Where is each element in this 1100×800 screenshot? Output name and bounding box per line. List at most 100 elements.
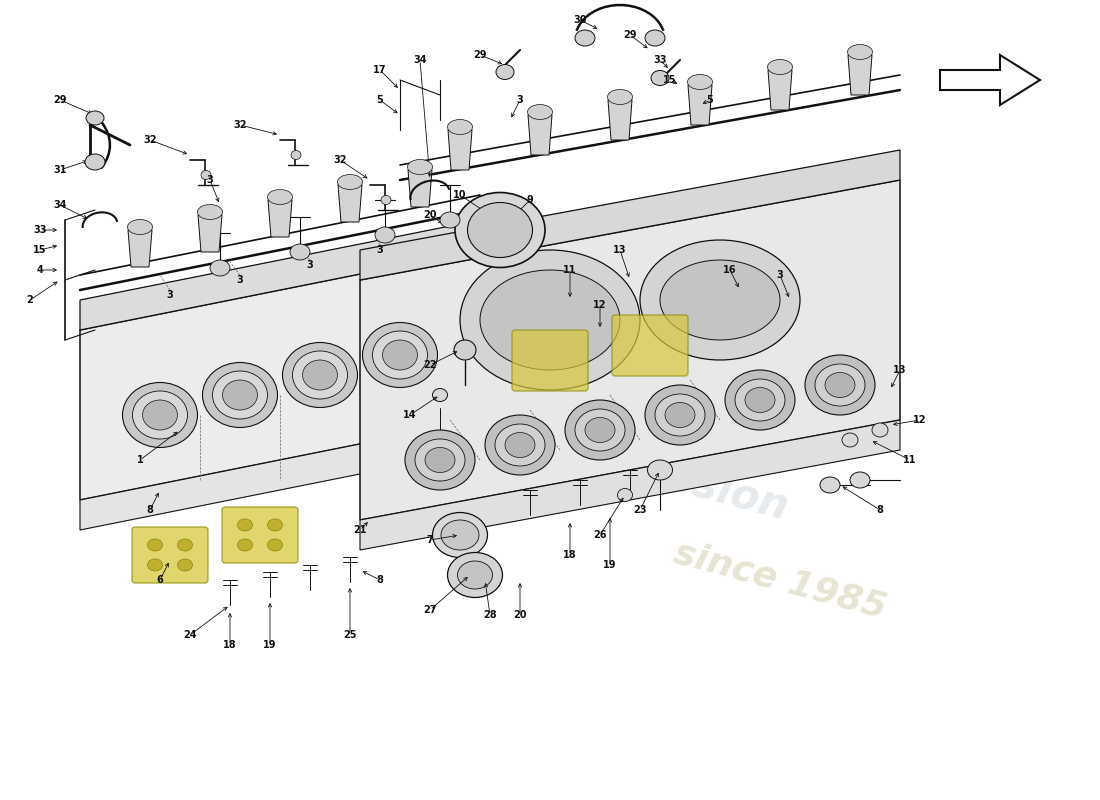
Text: 20: 20 xyxy=(424,210,437,220)
Ellipse shape xyxy=(415,439,465,481)
Ellipse shape xyxy=(302,360,338,390)
Ellipse shape xyxy=(201,170,211,179)
Ellipse shape xyxy=(425,447,455,473)
Ellipse shape xyxy=(575,409,625,451)
Polygon shape xyxy=(360,420,900,550)
Text: 17: 17 xyxy=(373,65,387,75)
Ellipse shape xyxy=(454,340,476,360)
Ellipse shape xyxy=(645,385,715,445)
Ellipse shape xyxy=(495,424,544,466)
Ellipse shape xyxy=(405,430,475,490)
Text: a passion: a passion xyxy=(568,431,793,529)
Ellipse shape xyxy=(441,520,478,550)
Ellipse shape xyxy=(645,30,665,46)
Ellipse shape xyxy=(768,59,792,74)
Text: 3: 3 xyxy=(207,175,213,185)
Ellipse shape xyxy=(448,553,503,598)
Ellipse shape xyxy=(132,391,187,439)
Text: 34: 34 xyxy=(414,55,427,65)
Ellipse shape xyxy=(177,559,192,571)
Ellipse shape xyxy=(290,244,310,260)
Text: 15: 15 xyxy=(33,245,46,255)
Ellipse shape xyxy=(212,371,267,419)
Text: 14: 14 xyxy=(404,410,417,420)
Text: 11: 11 xyxy=(903,455,916,465)
Ellipse shape xyxy=(825,373,855,398)
Ellipse shape xyxy=(210,260,230,276)
Ellipse shape xyxy=(86,111,104,125)
Ellipse shape xyxy=(407,159,432,174)
Text: 7: 7 xyxy=(427,535,433,545)
Ellipse shape xyxy=(143,400,177,430)
Polygon shape xyxy=(268,200,292,237)
Polygon shape xyxy=(528,115,552,155)
Ellipse shape xyxy=(496,65,514,79)
Ellipse shape xyxy=(432,513,487,558)
Ellipse shape xyxy=(292,150,301,159)
Text: 21: 21 xyxy=(353,525,366,535)
Ellipse shape xyxy=(505,433,535,458)
Text: 8: 8 xyxy=(376,575,384,585)
Polygon shape xyxy=(80,220,480,330)
Ellipse shape xyxy=(528,105,552,119)
Text: 12: 12 xyxy=(593,300,607,310)
Ellipse shape xyxy=(455,193,544,267)
Ellipse shape xyxy=(432,389,448,402)
Text: 11: 11 xyxy=(563,265,576,275)
Text: 18: 18 xyxy=(223,640,236,650)
Ellipse shape xyxy=(373,331,428,379)
Text: 9: 9 xyxy=(527,195,534,205)
Polygon shape xyxy=(608,100,632,140)
Text: 2: 2 xyxy=(26,295,33,305)
Ellipse shape xyxy=(238,519,253,531)
Polygon shape xyxy=(768,70,792,110)
Ellipse shape xyxy=(640,240,800,360)
Ellipse shape xyxy=(267,519,283,531)
Polygon shape xyxy=(448,130,472,170)
Text: 3: 3 xyxy=(236,275,243,285)
Text: 13: 13 xyxy=(614,245,627,255)
Ellipse shape xyxy=(847,45,872,59)
Ellipse shape xyxy=(607,90,632,105)
Text: 32: 32 xyxy=(233,120,246,130)
Text: 3: 3 xyxy=(517,95,524,105)
Ellipse shape xyxy=(648,460,672,480)
Text: 31: 31 xyxy=(53,165,67,175)
Text: 19: 19 xyxy=(603,560,617,570)
Text: 8: 8 xyxy=(877,505,883,515)
Ellipse shape xyxy=(842,433,858,447)
Polygon shape xyxy=(198,215,222,252)
Text: 16: 16 xyxy=(724,265,737,275)
Text: 6: 6 xyxy=(156,575,164,585)
Ellipse shape xyxy=(735,379,785,421)
Ellipse shape xyxy=(666,402,695,427)
Polygon shape xyxy=(80,420,480,530)
Ellipse shape xyxy=(338,174,363,190)
Ellipse shape xyxy=(283,342,358,407)
Ellipse shape xyxy=(820,477,840,493)
Text: 28: 28 xyxy=(483,610,497,620)
Ellipse shape xyxy=(383,340,418,370)
Ellipse shape xyxy=(654,394,705,436)
Text: 29: 29 xyxy=(624,30,637,40)
Text: 1: 1 xyxy=(136,455,143,465)
Ellipse shape xyxy=(850,472,870,488)
Polygon shape xyxy=(338,185,362,222)
Text: 32: 32 xyxy=(143,135,156,145)
Ellipse shape xyxy=(238,539,253,551)
Text: since 1985: since 1985 xyxy=(670,535,890,625)
Text: 29: 29 xyxy=(53,95,67,105)
Text: 29: 29 xyxy=(473,50,486,60)
Polygon shape xyxy=(128,230,152,267)
Ellipse shape xyxy=(222,380,257,410)
Ellipse shape xyxy=(745,387,776,413)
Ellipse shape xyxy=(458,561,493,589)
Text: 24: 24 xyxy=(184,630,197,640)
Ellipse shape xyxy=(460,250,640,390)
Text: 4: 4 xyxy=(36,265,43,275)
Ellipse shape xyxy=(617,489,632,502)
Ellipse shape xyxy=(85,154,104,170)
Polygon shape xyxy=(688,85,712,125)
Ellipse shape xyxy=(651,70,669,86)
Ellipse shape xyxy=(725,370,795,430)
